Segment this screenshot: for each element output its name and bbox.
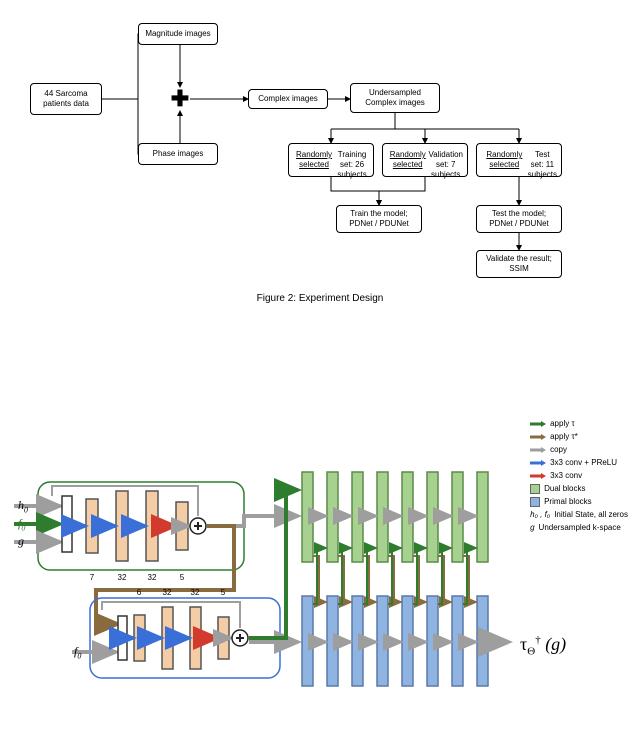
legend: apply τapply τ*copy3x3 conv + PReLU3x3 c…	[530, 418, 628, 535]
svg-text:6: 6	[137, 588, 142, 597]
flowchart: 44 Sarcomapatients data Magnitude images P…	[30, 15, 610, 265]
svg-text:5: 5	[221, 588, 226, 597]
fc-node-magnitude: Magnitude images	[138, 23, 218, 45]
primal-input-label: f0	[74, 644, 81, 660]
network-diagram: 732325632325 apply τapply τ*copy3x3 conv…	[0, 410, 640, 730]
legend-row: apply τ	[530, 418, 628, 430]
dual-input-label: g	[18, 534, 24, 549]
fc-node-phase: Phase images	[138, 143, 218, 165]
legend-row: h₀ , f₀ Initial State, all zeros	[530, 509, 628, 521]
legend-row: 3x3 conv	[530, 470, 628, 482]
plus-icon: ✚	[171, 88, 189, 110]
fc-node-train: Randomly selectedTraining set: 26subject…	[288, 143, 374, 177]
svg-text:32: 32	[118, 573, 127, 582]
fc-node-complex: Complex images	[248, 89, 328, 109]
legend-row: 3x3 conv + PReLU	[530, 457, 628, 469]
fc-node-test: Randomly selectedTest set: 11subjects	[476, 143, 562, 177]
legend-row: g Undersampled k-space	[530, 522, 628, 534]
fc-node-testmodel: Test the model;PDNet / PDUNet	[476, 205, 562, 233]
svg-text:5: 5	[180, 573, 185, 582]
legend-row: apply τ*	[530, 431, 628, 443]
fc-node-validate: Validate the result;SSIM	[476, 250, 562, 278]
dual-input-label: h0	[18, 498, 28, 514]
fc-node-val: Randomly selectedValidation set: 7subjec…	[382, 143, 468, 177]
svg-text:7: 7	[90, 573, 95, 582]
legend-row: copy	[530, 444, 628, 456]
legend-row: Primal blocks	[530, 496, 628, 508]
fc-node-patients: 44 Sarcomapatients data	[30, 83, 102, 115]
dual-input-label: f0	[18, 516, 25, 532]
output-label: τΘ† (g)	[520, 634, 566, 658]
flowchart-caption: Figure 2: Experiment Design	[30, 293, 610, 304]
legend-row: Dual blocks	[530, 483, 628, 495]
svg-text:32: 32	[191, 588, 200, 597]
fc-node-trainmodel: Train the model;PDNet / PDUNet	[336, 205, 422, 233]
svg-text:32: 32	[163, 588, 172, 597]
svg-text:32: 32	[148, 573, 157, 582]
fc-node-under: UndersampledComplex images	[350, 83, 440, 113]
page: 44 Sarcomapatients data Magnitude images P…	[0, 0, 640, 739]
